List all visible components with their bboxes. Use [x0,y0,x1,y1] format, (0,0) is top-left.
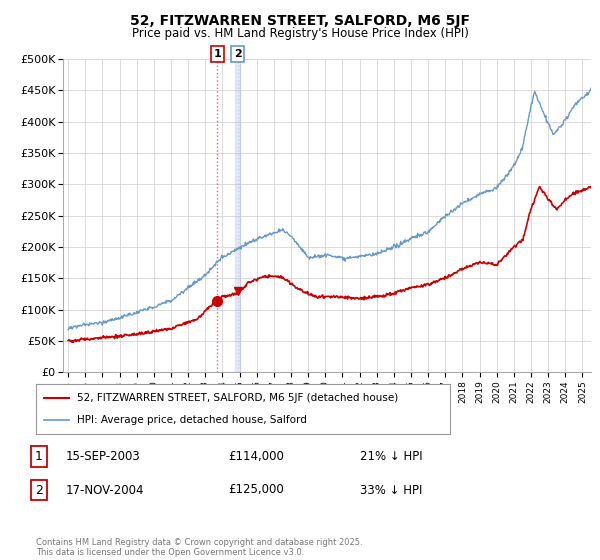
Text: 52, FITZWARREN STREET, SALFORD, M6 5JF (detached house): 52, FITZWARREN STREET, SALFORD, M6 5JF (… [77,393,398,403]
Text: 2: 2 [233,49,241,59]
Text: 21% ↓ HPI: 21% ↓ HPI [360,450,422,463]
Text: 15-SEP-2003: 15-SEP-2003 [66,450,141,463]
Bar [235,59,240,372]
Text: Price paid vs. HM Land Registry's House Price Index (HPI): Price paid vs. HM Land Registry's House … [131,27,469,40]
Text: £125,000: £125,000 [228,483,284,497]
Text: 1: 1 [35,450,43,463]
Text: 2: 2 [35,483,43,497]
Text: Contains HM Land Registry data © Crown copyright and database right 2025.
This d: Contains HM Land Registry data © Crown c… [36,538,362,557]
Text: 33% ↓ HPI: 33% ↓ HPI [360,483,422,497]
Text: HPI: Average price, detached house, Salford: HPI: Average price, detached house, Salf… [77,415,307,425]
Text: £114,000: £114,000 [228,450,284,463]
Text: 52, FITZWARREN STREET, SALFORD, M6 5JF: 52, FITZWARREN STREET, SALFORD, M6 5JF [130,14,470,28]
Text: 1: 1 [214,49,221,59]
Text: 17-NOV-2004: 17-NOV-2004 [66,483,145,497]
